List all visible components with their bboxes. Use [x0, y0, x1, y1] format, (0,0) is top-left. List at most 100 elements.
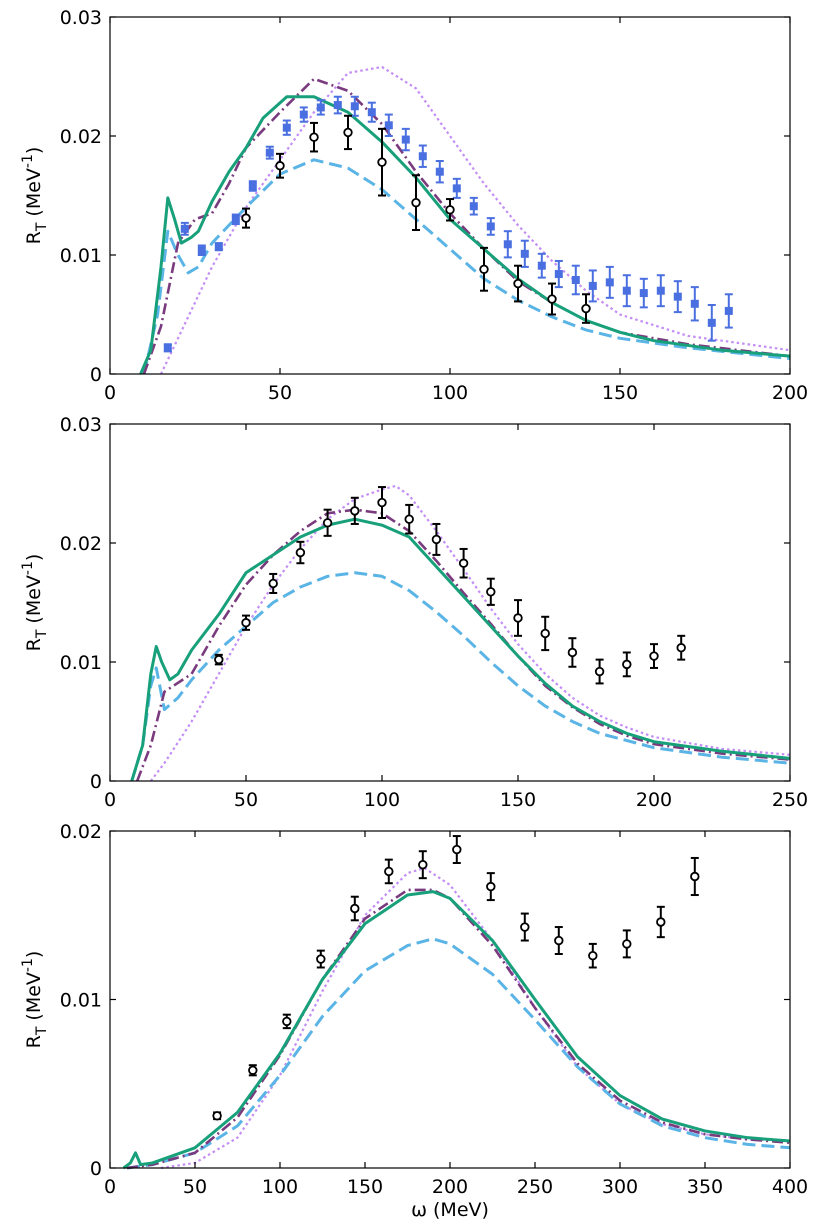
y-tick-label: 0.01 [60, 245, 102, 267]
data-point [520, 922, 530, 932]
data-point [343, 127, 353, 138]
x-tick-label: 50 [183, 1176, 207, 1198]
x-tick-label: 150 [347, 1176, 383, 1198]
data-point [384, 121, 393, 130]
x-tick-label: 100 [364, 789, 400, 811]
data-point [452, 184, 461, 193]
curve [142, 158, 791, 375]
y-tick-label: 0.02 [60, 126, 102, 148]
curve [130, 571, 791, 782]
data-point [295, 547, 306, 558]
data-point [594, 666, 605, 677]
x-tick-label: 300 [602, 1176, 638, 1198]
data-point [581, 303, 591, 314]
data-point [180, 224, 189, 233]
data-point [212, 1111, 222, 1121]
ylabel-subscript: T [34, 1026, 50, 1036]
data-point [513, 278, 523, 289]
data-point [656, 286, 665, 295]
data-point [265, 148, 274, 157]
y-axis-label: RT (MeV-1) [20, 951, 50, 1049]
data-point [282, 123, 291, 132]
data-point [248, 1065, 258, 1075]
y-tick-label: 0.02 [60, 821, 102, 843]
data-point [241, 618, 251, 628]
panel: 0 50 100 150 200 250 300 350 400 0 0.01 0.02 RT (MeV-… [20, 821, 808, 1221]
ylabel-close: ) [23, 554, 45, 561]
data-point [513, 613, 523, 623]
ylabel-close: ) [23, 951, 45, 958]
y-tick-label: 0.02 [60, 533, 102, 555]
data-point [486, 587, 496, 597]
y-tick-label: 0 [90, 1158, 102, 1180]
x-tick-label: 50 [268, 382, 292, 404]
data-point [707, 318, 716, 327]
x-axis-label: ω (MeV) [411, 1199, 489, 1221]
data-point [411, 197, 421, 208]
data-point [486, 881, 496, 892]
ylabel-symbol: R [23, 1035, 45, 1048]
x-tick-label: 150 [602, 382, 638, 404]
data-point [458, 558, 469, 568]
y-tick-label: 0.01 [60, 990, 102, 1012]
data-point [248, 181, 257, 190]
ylabel-close: ) [23, 147, 45, 154]
data-point [418, 860, 428, 870]
data-point [656, 917, 666, 927]
data-point [676, 643, 686, 653]
data-point [486, 222, 495, 231]
data-point [367, 108, 376, 117]
data-point [197, 246, 206, 255]
ylabel-subscript: T [34, 629, 50, 639]
data-point [377, 497, 387, 508]
data-point [418, 152, 427, 161]
data-point [275, 161, 285, 171]
curve [160, 65, 791, 375]
data-point [350, 102, 359, 111]
data-point [479, 264, 489, 274]
x-tick-label: 200 [432, 1176, 468, 1198]
data-point [690, 871, 700, 882]
data-point [333, 101, 342, 110]
data-point [503, 240, 512, 249]
data-point [214, 242, 223, 251]
data-point [520, 249, 529, 258]
data-point [163, 343, 172, 352]
ylabel-unit: (MeV [23, 972, 45, 1021]
data-point [401, 135, 410, 144]
curve [139, 95, 791, 375]
plot-frame [109, 16, 791, 375]
data-point [231, 215, 240, 224]
data-point [268, 578, 278, 589]
curve [130, 517, 791, 782]
x-tick-label: 250 [772, 789, 808, 811]
data-point [431, 534, 442, 545]
x-tick-label: 150 [500, 789, 536, 811]
ylabel-unit: (MeV [23, 168, 45, 217]
data-point [673, 292, 682, 301]
plot-frame [109, 830, 791, 1169]
curve [122, 890, 791, 1170]
y-axis-label: RT (MeV-1) [20, 554, 50, 652]
ylabel-exponent: -1 [20, 958, 36, 972]
x-tick-label: 250 [517, 1176, 553, 1198]
data-point [571, 275, 580, 284]
data-point [605, 278, 614, 287]
data-point [537, 261, 546, 270]
data-point [567, 647, 578, 658]
data-point [724, 306, 733, 315]
panel: 0 50 100 150 200 0 0.01 0.02 0.03 RT (MeV-1) [20, 7, 808, 404]
data-point [309, 132, 319, 142]
curve [126, 937, 791, 1170]
y-tick-label: 0 [90, 364, 102, 386]
x-tick-label: 50 [234, 789, 258, 811]
data-point [554, 270, 563, 279]
data-point [435, 167, 444, 176]
ylabel-symbol: R [23, 638, 45, 651]
data-point [588, 281, 597, 290]
data-point [445, 205, 455, 215]
x-tick-label: 100 [262, 1176, 298, 1198]
data-point [282, 1016, 292, 1027]
y-axis-label: RT (MeV-1) [20, 147, 50, 245]
data-point [350, 903, 360, 914]
